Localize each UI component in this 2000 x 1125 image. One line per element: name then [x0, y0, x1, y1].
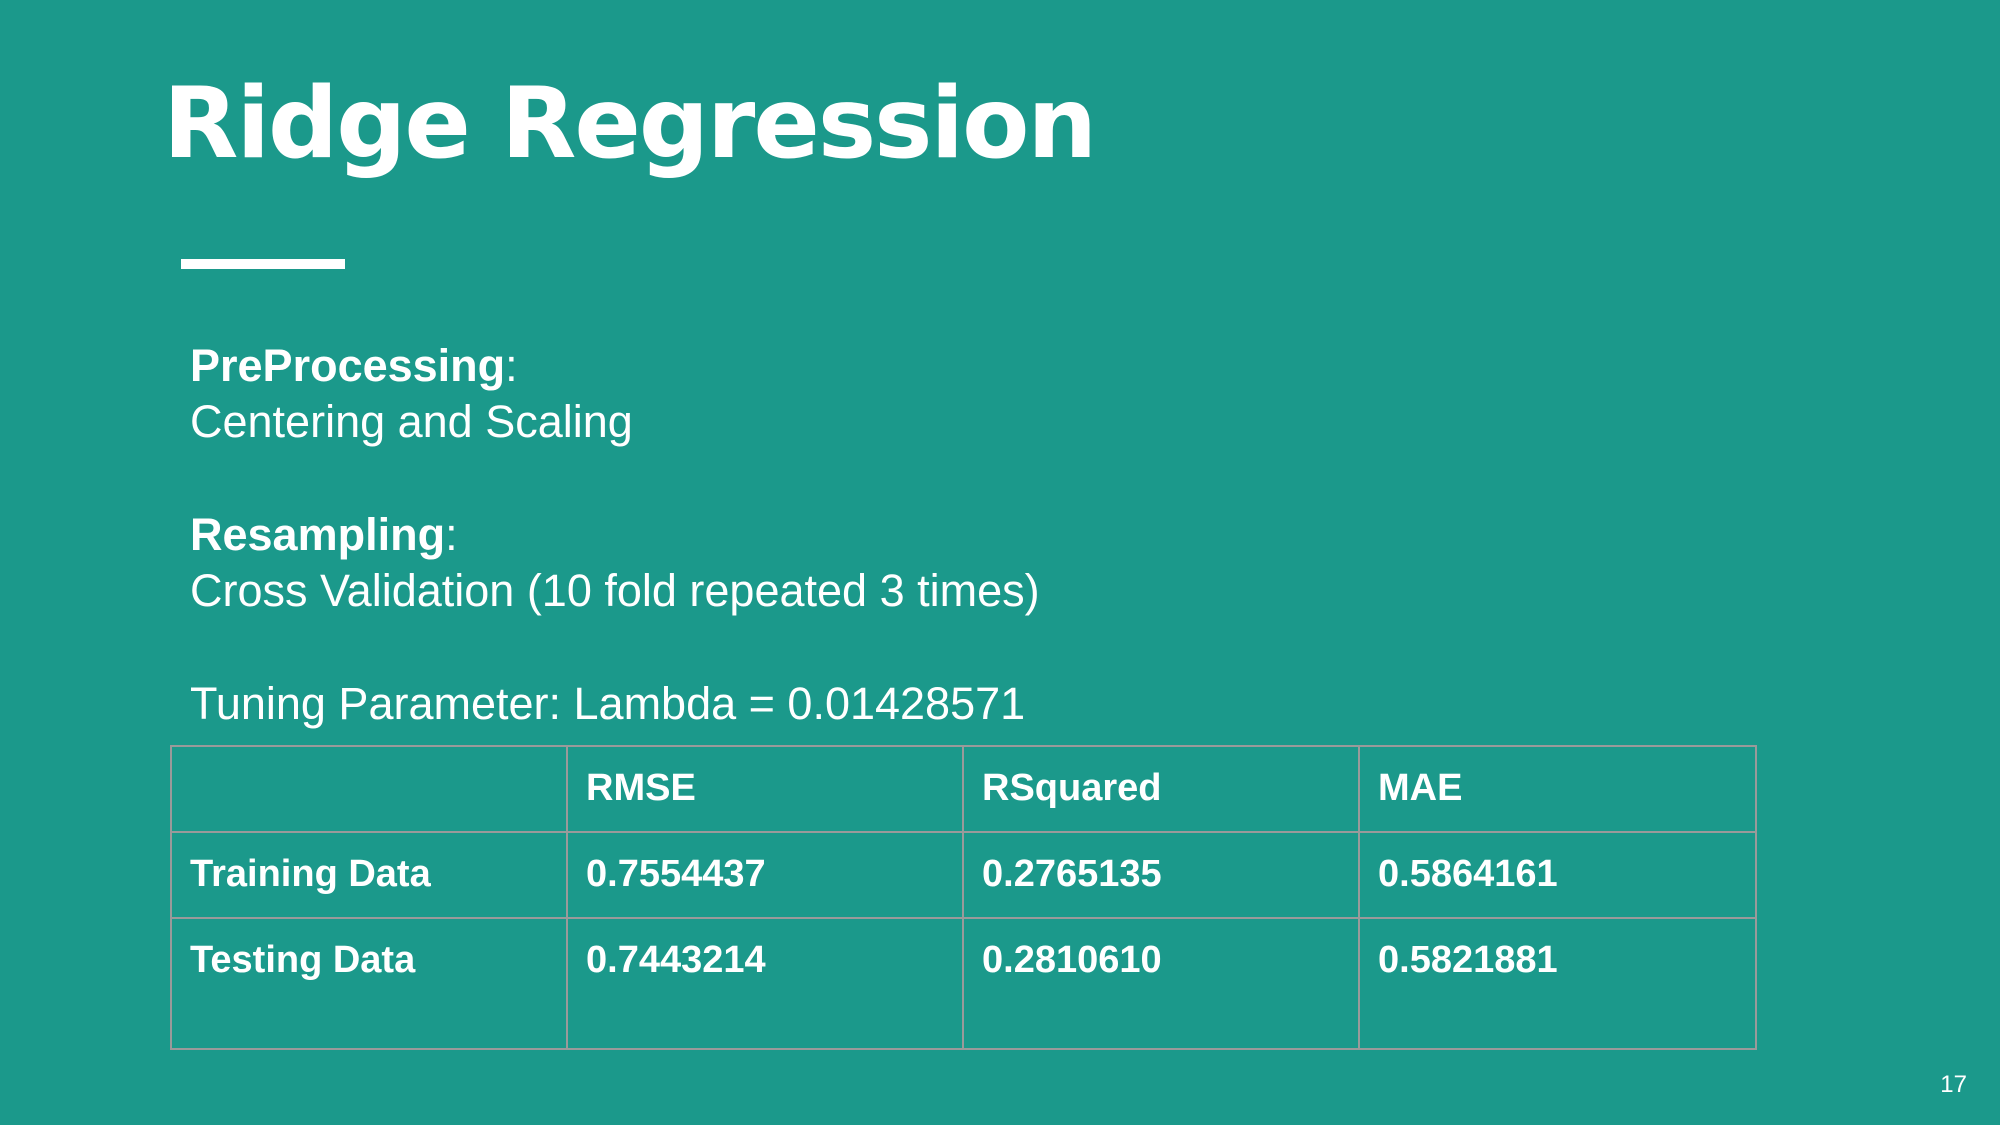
preprocessing-value: Centering and Scaling: [190, 396, 633, 447]
table-cell: 0.7554437: [566, 831, 964, 919]
table-row-label: Testing Data: [170, 917, 568, 1050]
resampling-separator: :: [445, 509, 458, 560]
resampling-value: Cross Validation (10 fold repeated 3 tim…: [190, 565, 1040, 616]
preprocessing-label: PreProcessing: [190, 340, 506, 391]
title-underline: [181, 259, 345, 269]
table-cell: 0.5864161: [1358, 831, 1757, 919]
slide-title: Ridge Regression: [163, 67, 1097, 181]
table-cell: 0.7443214: [566, 917, 964, 1050]
resampling-heading: Resampling:: [190, 507, 458, 563]
table-cell: 0.2810610: [962, 917, 1360, 1050]
preprocessing-heading: PreProcessing:: [190, 338, 518, 394]
table-header-row: RMSE RSquared MAE: [170, 745, 1757, 833]
table-header-cell-rsquared: RSquared: [962, 745, 1360, 833]
table-row-label: Training Data: [170, 831, 568, 919]
table-row: Training Data 0.7554437 0.2765135 0.5864…: [170, 831, 1757, 919]
page-number: 17: [1940, 1071, 1967, 1098]
results-table: RMSE RSquared MAE Training Data 0.755443…: [170, 745, 1757, 1050]
tuning-parameter: Tuning Parameter: Lambda = 0.01428571: [190, 678, 1026, 729]
table-header-cell-rmse: RMSE: [566, 745, 964, 833]
resampling-label: Resampling: [190, 509, 446, 560]
table-cell: 0.5821881: [1358, 917, 1757, 1050]
table-header-cell-empty: [170, 745, 568, 833]
preprocessing-separator: :: [505, 340, 518, 391]
table-cell: 0.2765135: [962, 831, 1360, 919]
table-row: Testing Data 0.7443214 0.2810610 0.58218…: [170, 917, 1757, 1050]
table-header-cell-mae: MAE: [1358, 745, 1757, 833]
